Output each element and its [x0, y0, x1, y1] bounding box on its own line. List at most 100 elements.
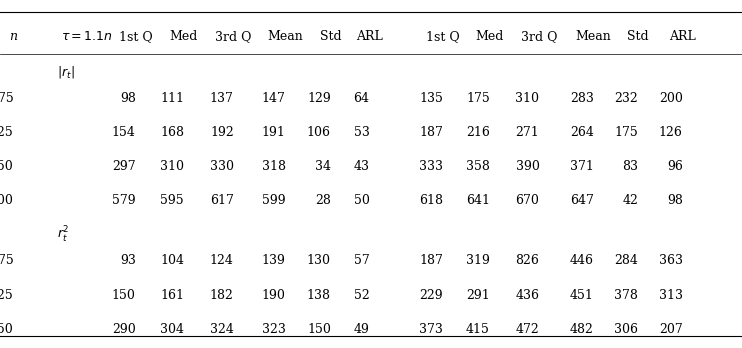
Text: 647: 647 — [570, 194, 594, 207]
Text: 57: 57 — [354, 254, 370, 268]
Text: 192: 192 — [210, 126, 234, 139]
Text: 373: 373 — [419, 323, 443, 336]
Text: 306: 306 — [614, 323, 638, 336]
Text: 96: 96 — [667, 160, 683, 173]
Text: 50: 50 — [354, 194, 370, 207]
Text: 330: 330 — [210, 160, 234, 173]
Text: 182: 182 — [210, 288, 234, 302]
Text: 28: 28 — [315, 194, 331, 207]
Text: 130: 130 — [307, 254, 331, 268]
Text: $r_t^2$: $r_t^2$ — [57, 225, 70, 245]
Text: 124: 124 — [210, 254, 234, 268]
Text: 670: 670 — [516, 194, 539, 207]
Text: 579: 579 — [112, 194, 136, 207]
Text: 318: 318 — [262, 160, 286, 173]
Text: 390: 390 — [516, 160, 539, 173]
Text: 250: 250 — [0, 160, 13, 173]
Text: 436: 436 — [516, 288, 539, 302]
Text: 482: 482 — [570, 323, 594, 336]
Text: 333: 333 — [419, 160, 443, 173]
Text: 98: 98 — [667, 194, 683, 207]
Text: 137: 137 — [210, 92, 234, 105]
Text: 135: 135 — [419, 92, 443, 105]
Text: 1st Q: 1st Q — [426, 30, 460, 43]
Text: 297: 297 — [112, 160, 136, 173]
Text: 138: 138 — [307, 288, 331, 302]
Text: 284: 284 — [614, 254, 638, 268]
Text: 168: 168 — [160, 126, 184, 139]
Text: 216: 216 — [466, 126, 490, 139]
Text: 75: 75 — [0, 254, 13, 268]
Text: 595: 595 — [160, 194, 184, 207]
Text: 3rd Q: 3rd Q — [521, 30, 558, 43]
Text: 1st Q: 1st Q — [119, 30, 153, 43]
Text: 304: 304 — [160, 323, 184, 336]
Text: 75: 75 — [0, 92, 13, 105]
Text: 323: 323 — [262, 323, 286, 336]
Text: 641: 641 — [466, 194, 490, 207]
Text: 161: 161 — [160, 288, 184, 302]
Text: 446: 446 — [570, 254, 594, 268]
Text: n: n — [10, 30, 17, 43]
Text: ARL: ARL — [669, 30, 696, 43]
Text: 98: 98 — [120, 92, 136, 105]
Text: $\tau = 1.1n$: $\tau = 1.1n$ — [61, 30, 113, 43]
Text: 187: 187 — [419, 254, 443, 268]
Text: 378: 378 — [614, 288, 638, 302]
Text: 43: 43 — [353, 160, 370, 173]
Text: ARL: ARL — [356, 30, 383, 43]
Text: 129: 129 — [307, 92, 331, 105]
Text: 53: 53 — [354, 126, 370, 139]
Text: 154: 154 — [112, 126, 136, 139]
Text: 150: 150 — [112, 288, 136, 302]
Text: 232: 232 — [614, 92, 638, 105]
Text: 104: 104 — [160, 254, 184, 268]
Text: 93: 93 — [120, 254, 136, 268]
Text: 147: 147 — [262, 92, 286, 105]
Text: 617: 617 — [210, 194, 234, 207]
Text: 3rd Q: 3rd Q — [215, 30, 252, 43]
Text: Med: Med — [170, 30, 198, 43]
Text: 291: 291 — [466, 288, 490, 302]
Text: 319: 319 — [466, 254, 490, 268]
Text: 190: 190 — [262, 288, 286, 302]
Text: 618: 618 — [419, 194, 443, 207]
Text: 106: 106 — [307, 126, 331, 139]
Text: Mean: Mean — [268, 30, 303, 43]
Text: 200: 200 — [659, 92, 683, 105]
Text: 826: 826 — [516, 254, 539, 268]
Text: 207: 207 — [659, 323, 683, 336]
Text: 83: 83 — [622, 160, 638, 173]
Text: 64: 64 — [353, 92, 370, 105]
Text: 139: 139 — [262, 254, 286, 268]
Text: 34: 34 — [315, 160, 331, 173]
Text: 324: 324 — [210, 323, 234, 336]
Text: 310: 310 — [160, 160, 184, 173]
Text: $|r_t|$: $|r_t|$ — [57, 64, 75, 80]
Text: 125: 125 — [0, 288, 13, 302]
Text: 187: 187 — [419, 126, 443, 139]
Text: 52: 52 — [354, 288, 370, 302]
Text: 42: 42 — [623, 194, 638, 207]
Text: Std: Std — [627, 30, 649, 43]
Text: 229: 229 — [419, 288, 443, 302]
Text: 175: 175 — [614, 126, 638, 139]
Text: 49: 49 — [354, 323, 370, 336]
Text: 290: 290 — [112, 323, 136, 336]
Text: 125: 125 — [0, 126, 13, 139]
Text: 363: 363 — [659, 254, 683, 268]
Text: 191: 191 — [262, 126, 286, 139]
Text: 310: 310 — [516, 92, 539, 105]
Text: Std: Std — [320, 30, 342, 43]
Text: 175: 175 — [466, 92, 490, 105]
Text: 358: 358 — [466, 160, 490, 173]
Text: 111: 111 — [160, 92, 184, 105]
Text: 599: 599 — [262, 194, 286, 207]
Text: 313: 313 — [659, 288, 683, 302]
Text: 415: 415 — [466, 323, 490, 336]
Text: 264: 264 — [570, 126, 594, 139]
Text: 371: 371 — [570, 160, 594, 173]
Text: 250: 250 — [0, 323, 13, 336]
Text: 472: 472 — [516, 323, 539, 336]
Text: 451: 451 — [570, 288, 594, 302]
